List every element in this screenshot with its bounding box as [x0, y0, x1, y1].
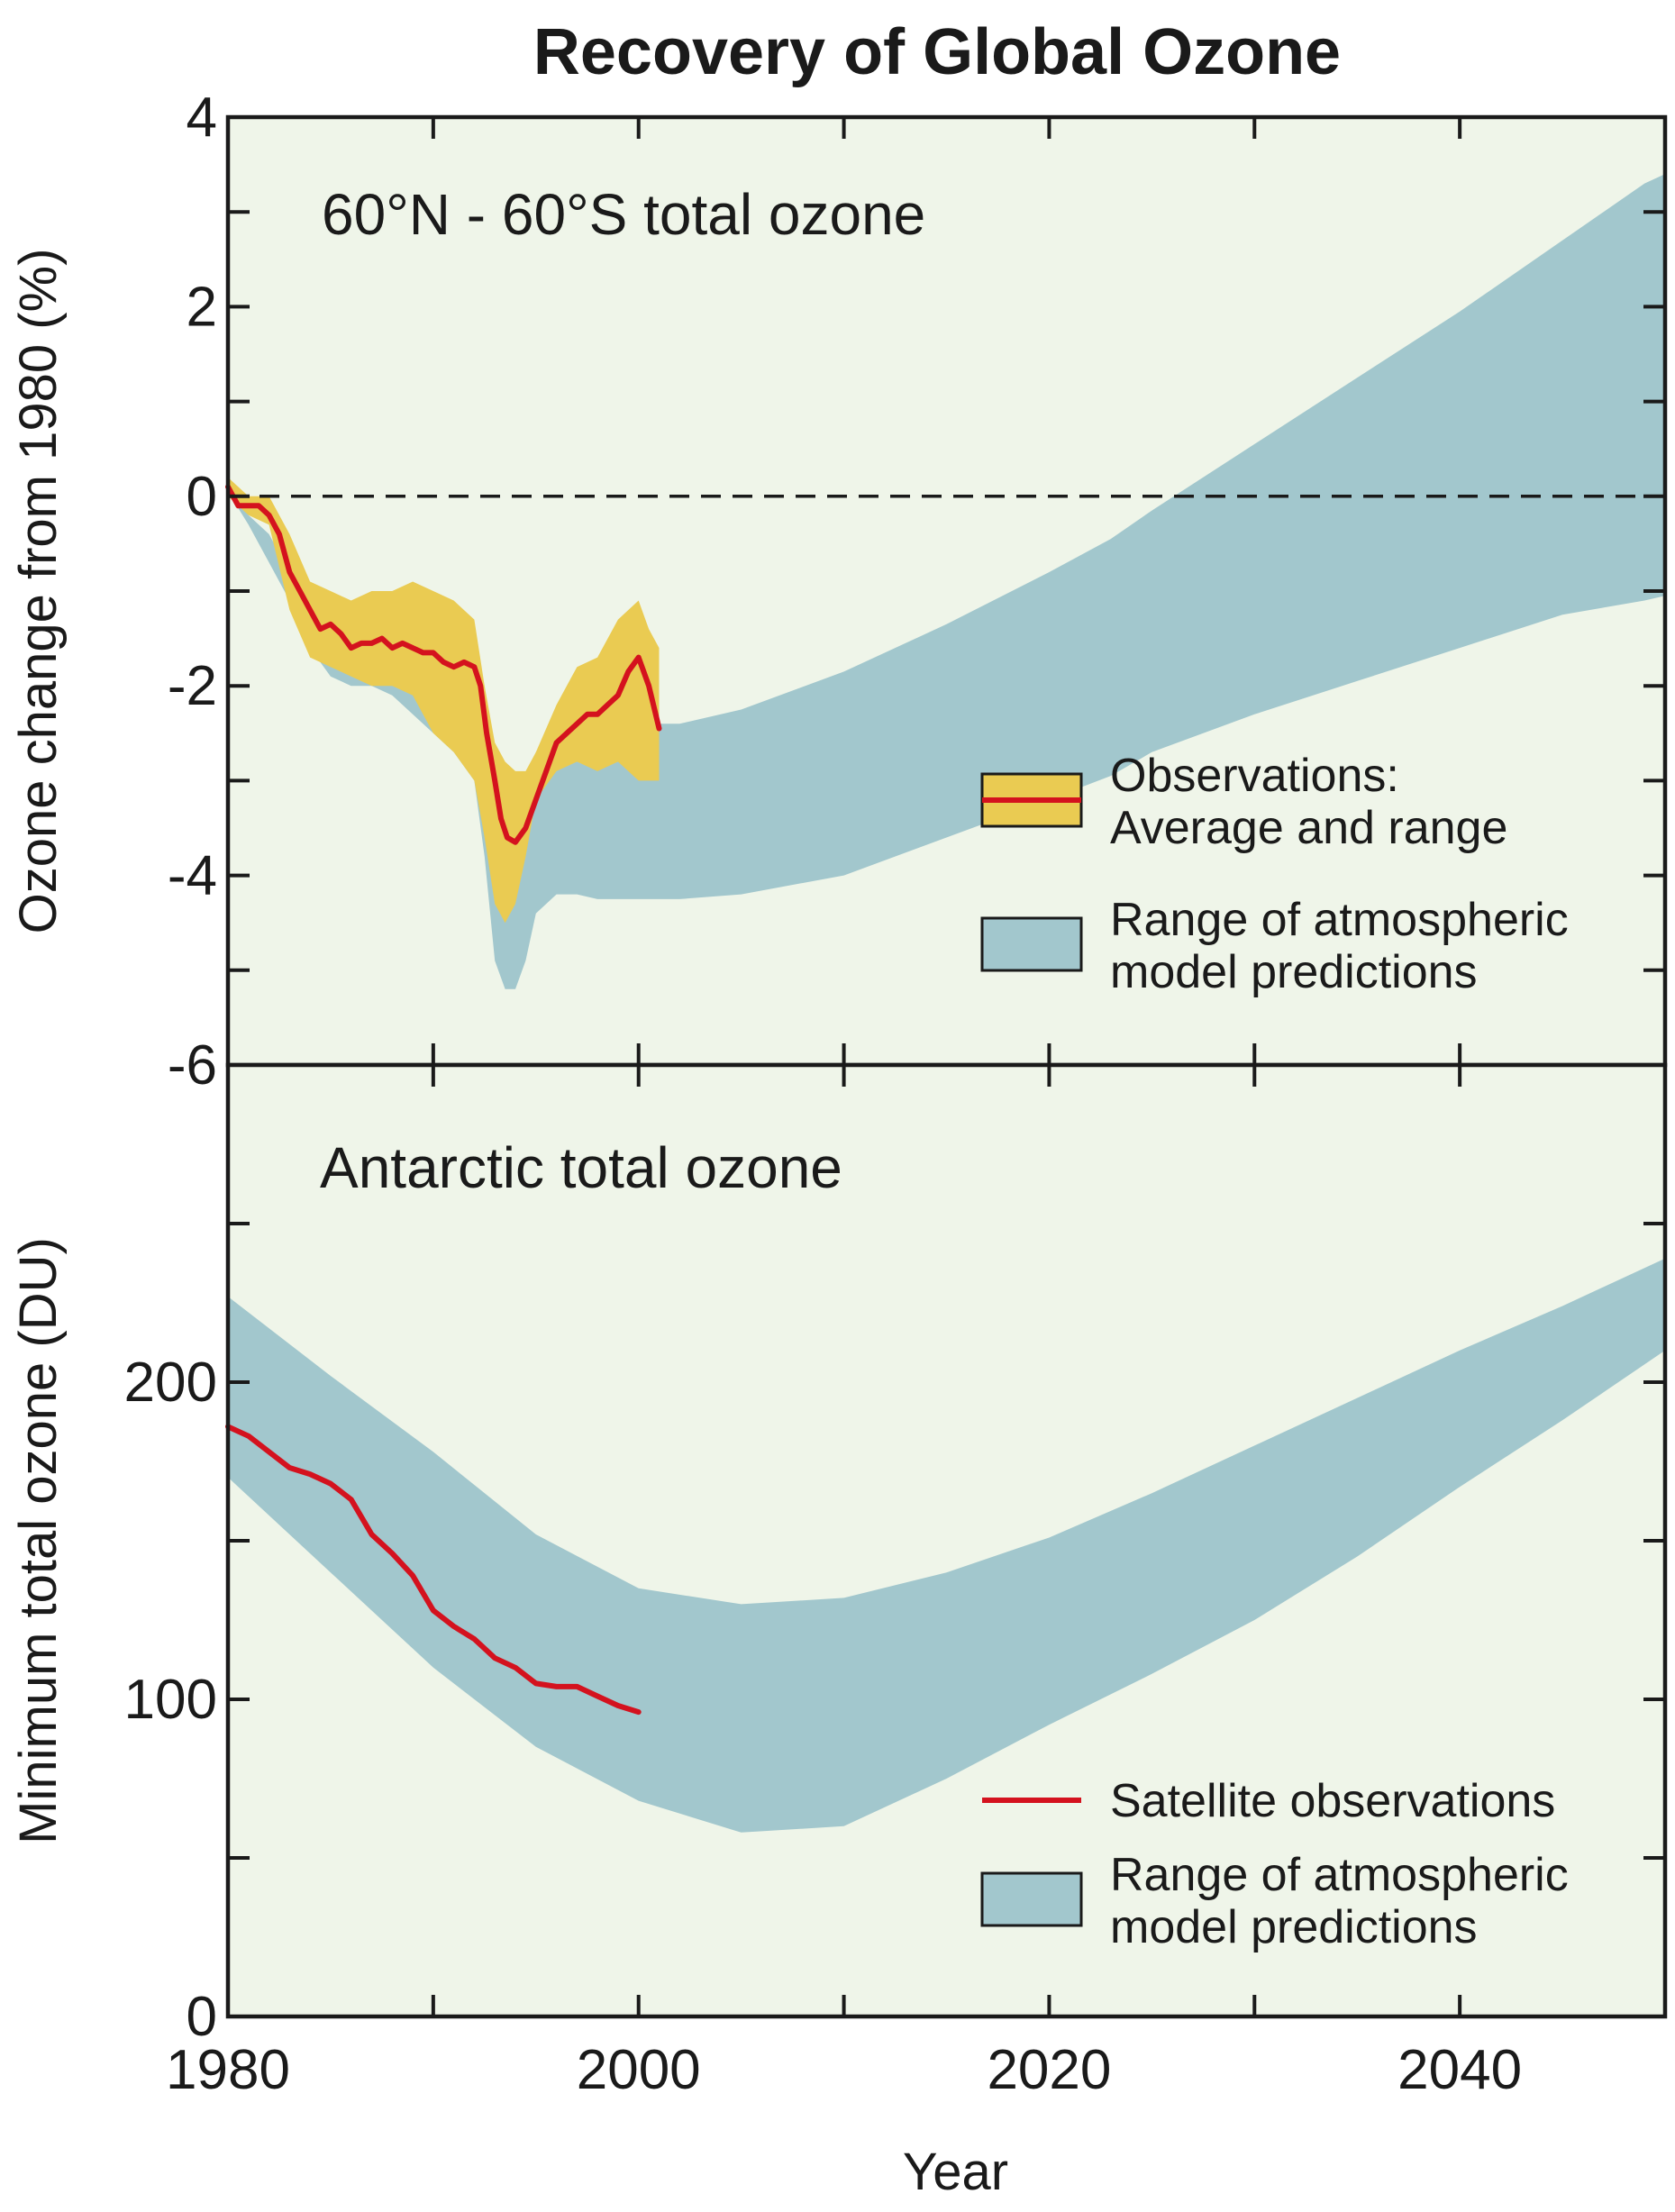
y-tick-label: 200 — [124, 1352, 217, 1414]
y-tick-label: -2 — [168, 655, 217, 717]
x-tick-label: 1980 — [166, 2039, 290, 2101]
panel-1: -6 -4 -2 0 2 4 Ozone change from 1980 (%) 60°N … — [9, 86, 1668, 1097]
legend-swatch-model — [980, 1871, 1083, 1927]
legend: Observations:Average and range Range of a… — [980, 750, 1569, 998]
chart-title: Recovery of Global Ozone — [533, 16, 1341, 88]
legend-label: Range of atmospheric — [1110, 894, 1569, 946]
legend-label: Average and range — [1110, 802, 1507, 854]
x-tick-label: 2020 — [987, 2039, 1111, 2101]
y-axis-label: Ozone change from 1980 (%) — [9, 249, 68, 934]
panel-2: 0 100 200 1980 2000 2020 2040 Minimum total ozo… — [9, 1062, 1668, 2201]
legend-label: Satellite observations — [1110, 1775, 1555, 1827]
legend-swatch-model — [980, 916, 1083, 972]
y-tick-label: 2 — [187, 276, 217, 338]
legend-label: model predictions — [1110, 1901, 1478, 1953]
observation-range-band — [228, 477, 660, 924]
panel-label: 60°N - 60°S total ozone — [322, 182, 925, 247]
legend-label: Range of atmospheric — [1110, 1849, 1569, 1901]
x-tick-label: 2040 — [1397, 2039, 1522, 2101]
x-tick-label: 2000 — [577, 2039, 701, 2101]
y-tick-label: 100 — [124, 1669, 217, 1731]
legend-label: Observations: — [1110, 750, 1399, 802]
y-tick-label: 0 — [187, 1986, 217, 2048]
x-axis-label: Year — [903, 2143, 1008, 2201]
observation-average-line — [225, 484, 662, 845]
satellite-observation-line — [225, 1424, 642, 1716]
legend: Satellite observations Range of atmospher… — [980, 1775, 1569, 1953]
y-tick-label: -6 — [168, 1034, 217, 1097]
y-tick-label: -4 — [168, 845, 217, 907]
panel-label: Antarctic total ozone — [320, 1135, 842, 1200]
y-tick-label: 0 — [187, 466, 217, 528]
y-tick-label: 4 — [187, 86, 217, 149]
model-prediction-band — [228, 174, 1665, 989]
legend-label: model predictions — [1110, 946, 1478, 998]
y-axis-label: Minimum total ozone (DU) — [9, 1237, 68, 1844]
